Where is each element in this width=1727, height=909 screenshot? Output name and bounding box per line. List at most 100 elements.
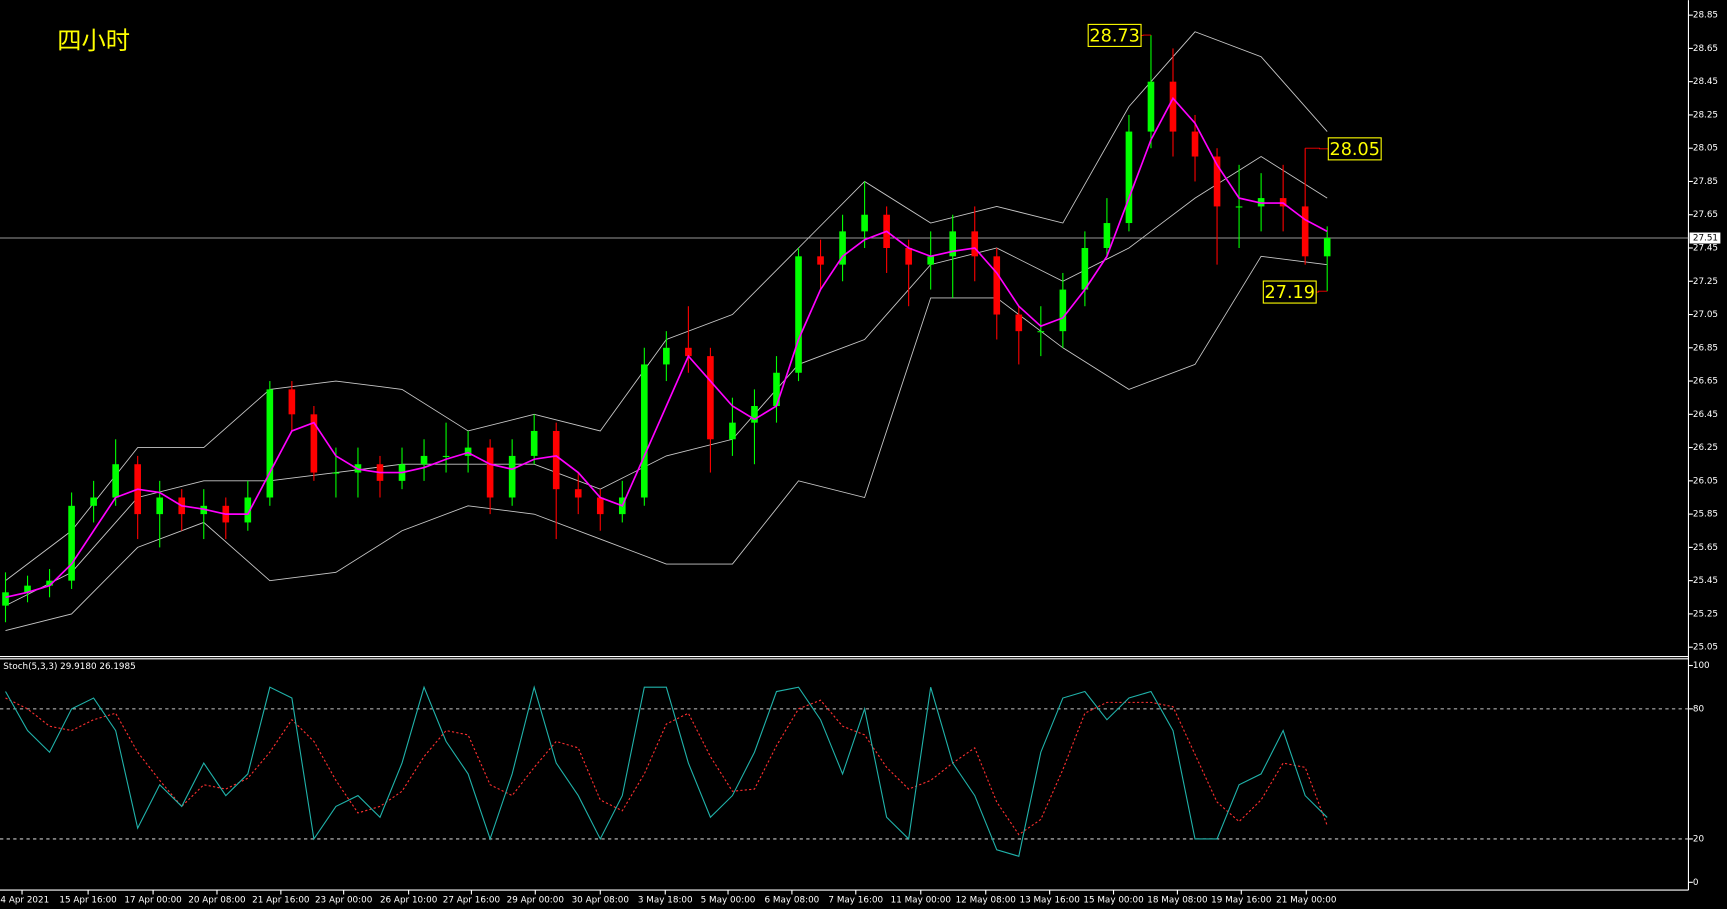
x-tick-label: 27 Apr 16:00 <box>443 896 501 906</box>
candle-body <box>112 464 119 498</box>
bollinger-lower <box>5 255 1328 631</box>
y-tick-label: 25.05 <box>1693 643 1718 653</box>
annotation-connector <box>1316 290 1328 293</box>
candle-body <box>1169 81 1177 132</box>
candle-body <box>310 414 318 473</box>
candle-body <box>773 372 780 407</box>
last-price-label: 27.51 <box>1693 234 1718 244</box>
candle-body <box>420 455 428 465</box>
x-tick-label: 20 Apr 08:00 <box>188 896 246 906</box>
candle-body <box>751 406 758 423</box>
y-tick-label: 27.45 <box>1693 244 1718 254</box>
y-tick-label: 28.45 <box>1693 77 1718 87</box>
y-tick-label: 25.45 <box>1693 576 1718 586</box>
bollinger-middle <box>5 155 1328 607</box>
stoch-d <box>5 697 1328 836</box>
x-tick-label: 17 Apr 00:00 <box>124 896 182 906</box>
x-tick-label: 11 May 00:00 <box>891 896 952 906</box>
x-tick-label: 6 May 08:00 <box>765 896 820 906</box>
candle-body <box>993 256 1001 315</box>
candle-body <box>486 447 494 498</box>
annotation-connector <box>1305 147 1329 150</box>
last-price-box <box>1689 232 1721 244</box>
y-tick-label: 25.65 <box>1693 543 1718 553</box>
candle-body <box>156 497 164 515</box>
x-tick-label: 18 May 08:00 <box>1147 896 1208 906</box>
candle-body <box>552 430 560 490</box>
x-tick-label: 5 May 00:00 <box>701 896 756 906</box>
y-tick-label: 27.25 <box>1693 277 1718 287</box>
candle-body <box>244 497 252 523</box>
candle-body <box>1323 238 1331 257</box>
candle-body <box>1015 314 1023 332</box>
candle-body <box>707 356 714 440</box>
candle-body <box>641 364 648 498</box>
annotation-box <box>1262 280 1317 304</box>
x-tick-label: 15 Apr 16:00 <box>59 896 117 906</box>
annotation-box <box>1327 137 1382 161</box>
y-tick-label: 80 <box>1693 704 1705 714</box>
y-tick-label: 0 <box>1693 878 1699 888</box>
candle-body <box>288 389 296 415</box>
y-tick-label: 28.85 <box>1693 11 1718 21</box>
x-tick-label: 14 Apr 2021 <box>0 896 49 906</box>
y-tick-label: 25.25 <box>1693 609 1718 619</box>
candle-body <box>1301 206 1309 257</box>
candle-body <box>2 592 9 606</box>
candle-body <box>266 389 274 498</box>
moving-average <box>5 96 1328 599</box>
candle-body <box>685 347 692 357</box>
x-tick-label: 21 Apr 16:00 <box>252 896 310 906</box>
y-tick-label: 26.25 <box>1693 443 1718 453</box>
candle-body <box>1191 131 1199 157</box>
candle-body <box>68 505 75 581</box>
y-tick-label: 28.05 <box>1693 144 1718 154</box>
x-tick-label: 7 May 16:00 <box>828 896 883 906</box>
candle-body <box>1103 223 1111 249</box>
candle-body <box>508 455 516 498</box>
candle-body <box>795 256 802 373</box>
candle-body <box>574 489 582 498</box>
annotation-label: 28.73 <box>1089 27 1139 47</box>
x-tick-label: 23 Apr 00:00 <box>315 896 373 906</box>
candle-body <box>24 585 31 593</box>
y-tick-label: 27.65 <box>1693 210 1718 220</box>
y-tick-label: 26.45 <box>1693 410 1718 420</box>
y-tick-label: 27.05 <box>1693 310 1718 320</box>
candle-body <box>729 422 736 440</box>
x-tick-label: 12 May 08:00 <box>956 896 1017 906</box>
candle-body <box>1037 331 1045 333</box>
x-tick-label: 19 May 16:00 <box>1211 896 1272 906</box>
y-tick-label: 26.65 <box>1693 377 1718 387</box>
indicator-label: Stoch(5,3,3) 29.9180 26.1985 <box>3 662 135 672</box>
candle-body <box>949 231 957 257</box>
y-tick-label: 100 <box>1693 661 1710 671</box>
y-tick-label: 25.85 <box>1693 510 1718 520</box>
x-tick-label: 29 Apr 00:00 <box>507 896 565 906</box>
x-tick-label: 21 May 00:00 <box>1276 896 1337 906</box>
y-tick-label: 28.25 <box>1693 110 1718 120</box>
x-tick-label: 15 May 00:00 <box>1083 896 1144 906</box>
annotation-label: 28.05 <box>1330 140 1380 160</box>
x-tick-label: 30 Apr 08:00 <box>572 896 630 906</box>
candle-body <box>530 430 538 456</box>
candle-body <box>442 455 450 458</box>
candle-body <box>663 347 670 365</box>
annotation-label: 27.19 <box>1265 283 1315 303</box>
candle-body <box>905 248 912 265</box>
y-tick-label: 20 <box>1693 834 1705 844</box>
candle-body <box>1235 206 1243 208</box>
candle-body <box>46 580 53 586</box>
candle-body <box>839 231 846 265</box>
candle-body <box>927 256 934 265</box>
candle-body <box>90 497 97 506</box>
candle-body <box>1125 131 1133 224</box>
candle-body <box>1147 81 1155 132</box>
y-tick-label: 28.65 <box>1693 44 1718 54</box>
x-tick-label: 26 Apr 10:00 <box>380 896 438 906</box>
x-tick-label: 3 May 18:00 <box>638 896 693 906</box>
candle-body <box>971 231 979 257</box>
